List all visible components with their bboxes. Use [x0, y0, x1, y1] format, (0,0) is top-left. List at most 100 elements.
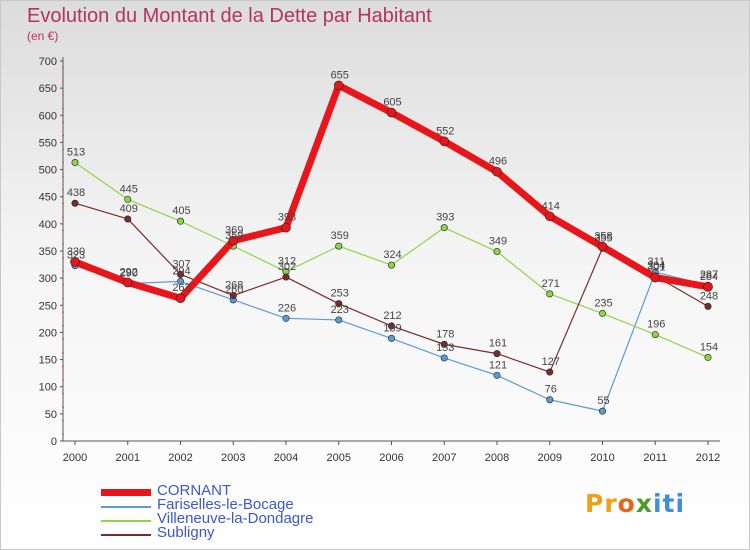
- data-label: 287: [700, 269, 718, 281]
- data-point: [335, 242, 343, 250]
- x-tick-label: 2009: [538, 452, 562, 464]
- x-tick-label: 2003: [221, 452, 245, 464]
- y-tick-label: 650: [39, 83, 57, 95]
- data-label: 121: [489, 359, 507, 371]
- y-minor-tick: [62, 243, 64, 246]
- x-tick-label: 2005: [327, 452, 351, 464]
- data-point: [229, 292, 237, 300]
- legend-swatch: [101, 534, 151, 536]
- data-label: 55: [597, 395, 609, 407]
- data-label: 369: [225, 225, 243, 237]
- data-point: [440, 340, 448, 348]
- data-point: [387, 334, 395, 342]
- data-label: 235: [594, 297, 612, 309]
- y-minor-tick: [62, 134, 64, 137]
- y-minor-tick: [62, 379, 64, 381]
- data-label: 311: [647, 256, 665, 268]
- data-point: [122, 277, 133, 288]
- y-tick-label: 200: [39, 327, 57, 339]
- y-minor-tick: [62, 270, 64, 273]
- data-label: 359: [225, 230, 243, 242]
- data-point: [71, 159, 79, 167]
- data-point: [704, 353, 712, 361]
- data-label: 223: [331, 304, 349, 316]
- data-point: [439, 136, 450, 147]
- data-label: 260: [225, 284, 243, 296]
- legend-item: Subligny: [101, 524, 361, 541]
- y-minor-tick: [62, 256, 64, 259]
- data-point: [493, 350, 501, 358]
- data-point: [493, 371, 501, 379]
- y-minor-tick: [62, 311, 64, 313]
- data-point: [598, 407, 606, 415]
- data-label: 294: [172, 265, 190, 277]
- y-tick-label: 550: [39, 137, 57, 149]
- data-point: [651, 331, 659, 339]
- data-label: 438: [67, 187, 85, 199]
- data-point: [335, 316, 343, 324]
- data-label: 312: [278, 256, 296, 268]
- data-point: [544, 211, 555, 222]
- y-tick-label: 50: [45, 409, 57, 421]
- y-tick-label: 150: [39, 355, 57, 367]
- data-label: 307: [172, 258, 190, 270]
- y-minor-tick: [62, 324, 64, 327]
- chart-legend: CORNANT Fariselles-le-Bocage Villeneuve-la…: [101, 482, 361, 541]
- data-point: [335, 300, 343, 308]
- data-point: [228, 235, 239, 246]
- data-point: [703, 282, 713, 292]
- legend-label: Fariselles-le-Bocage: [157, 496, 294, 513]
- data-point: [124, 195, 132, 203]
- data-label: 301: [647, 262, 665, 274]
- y-minor-tick: [62, 107, 64, 110]
- data-label: 393: [278, 212, 296, 224]
- data-label: 226: [278, 302, 296, 314]
- data-label: 323: [67, 250, 85, 262]
- y-tick-label: 700: [39, 56, 57, 68]
- data-label: 359: [331, 230, 349, 242]
- data-point: [333, 80, 344, 91]
- series-line-3: [74, 202, 709, 373]
- data-point: [387, 261, 395, 269]
- data-label: 393: [436, 212, 454, 224]
- data-label: 253: [331, 288, 349, 300]
- y-minor-tick: [62, 365, 64, 368]
- data-label: 189: [383, 322, 401, 334]
- x-tick-label: 2008: [485, 452, 509, 464]
- data-label: 196: [647, 319, 665, 331]
- y-minor-tick: [62, 161, 64, 164]
- y-minor-tick: [62, 297, 64, 300]
- y-tick-label: 300: [39, 273, 57, 285]
- x-tick-label: 2012: [696, 452, 720, 464]
- data-label: 655: [331, 69, 349, 81]
- legend-item: CORNANT: [101, 482, 361, 499]
- data-point: [546, 396, 554, 404]
- data-label: 290: [120, 268, 138, 280]
- data-point: [704, 302, 712, 310]
- legend-swatch: [101, 489, 151, 496]
- data-point: [71, 199, 79, 207]
- data-point: [546, 368, 554, 376]
- chart-title: Evolution du Montant de la Dette par Hab…: [27, 5, 432, 27]
- x-tick-label: 2010: [590, 452, 614, 464]
- data-label: 212: [383, 310, 401, 322]
- data-point: [597, 241, 608, 252]
- data-point: [492, 166, 502, 177]
- y-minor-tick: [62, 284, 64, 286]
- data-point: [440, 224, 448, 232]
- data-label: 302: [278, 261, 296, 273]
- y-minor-tick: [62, 406, 64, 408]
- data-label: 284: [700, 271, 718, 283]
- x-tick-label: 2002: [168, 452, 192, 464]
- y-minor-tick: [62, 94, 64, 96]
- y-tick-label: 350: [39, 246, 57, 258]
- x-tick-label: 2001: [116, 452, 140, 464]
- data-point: [650, 272, 661, 283]
- data-point: [124, 215, 132, 223]
- y-minor-tick: [62, 189, 64, 191]
- data-label: 154: [700, 341, 718, 353]
- data-label: 445: [120, 183, 138, 195]
- data-point: [282, 273, 290, 281]
- y-tick-label: 500: [39, 165, 57, 177]
